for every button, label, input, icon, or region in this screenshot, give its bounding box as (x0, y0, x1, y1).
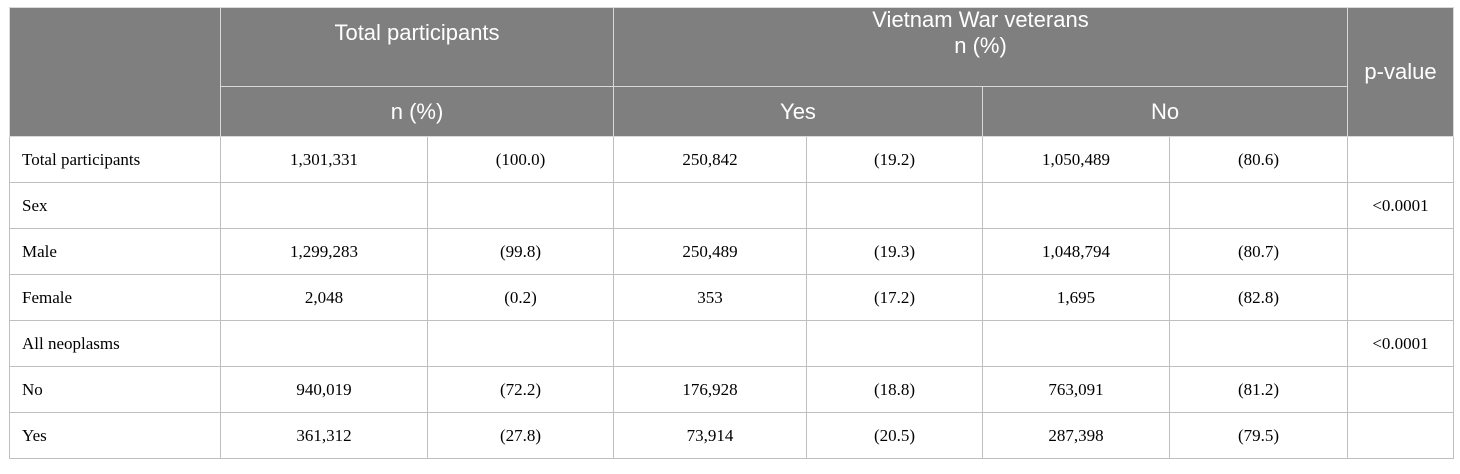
veterans-no-pct-cell: (80.7) (1169, 228, 1348, 275)
veterans-no-n-cell: 763,091 (982, 366, 1170, 413)
veterans-no-pct-cell (1169, 320, 1348, 367)
row-label-cell: Total participants (9, 136, 221, 183)
total-n-cell: 361,312 (220, 412, 428, 459)
table-row: Total participants 1,301,331 (100.0) 250,84… (9, 136, 1454, 183)
header-p-value: p-value (1347, 7, 1454, 137)
row-label-cell: Female (9, 274, 221, 321)
header-vietnam-war-veterans: Vietnam War veterans n (%) (613, 7, 1348, 87)
veterans-no-pct-cell: (82.8) (1169, 274, 1348, 321)
total-pct-cell: (0.2) (427, 274, 614, 321)
total-pct-cell (427, 182, 614, 229)
table-row: Yes 361,312 (27.8) 73,914 (20.5) 287,398 (79.5… (9, 412, 1454, 459)
veterans-no-n-cell: 1,695 (982, 274, 1170, 321)
veterans-yes-n-cell (613, 320, 807, 367)
total-n-cell (220, 182, 428, 229)
veterans-no-pct-cell: (79.5) (1169, 412, 1348, 459)
row-label-cell: Yes (9, 412, 221, 459)
p-value-cell (1347, 136, 1454, 183)
veterans-no-n-cell: 287,398 (982, 412, 1170, 459)
header-no: No (982, 86, 1348, 137)
veterans-yes-n-cell (613, 182, 807, 229)
veterans-yes-pct-cell (806, 320, 983, 367)
veterans-no-n-cell (982, 320, 1170, 367)
p-value-cell: <0.0001 (1347, 320, 1454, 367)
veterans-yes-n-cell: 73,914 (613, 412, 807, 459)
p-value-cell: <0.0001 (1347, 182, 1454, 229)
veterans-no-pct-cell: (81.2) (1169, 366, 1348, 413)
total-n-cell: 2,048 (220, 274, 428, 321)
veterans-no-pct-cell: (80.6) (1169, 136, 1348, 183)
veterans-no-n-cell (982, 182, 1170, 229)
data-table-container: Total participants Vietnam War veterans … (9, 7, 1454, 459)
header-total-participants: Total participants (220, 7, 614, 87)
p-value-cell (1347, 412, 1454, 459)
table-row: Male 1,299,283 (99.8) 250,489 (19.3) 1,048,79… (9, 228, 1454, 275)
row-label-cell: All neoplasms (9, 320, 221, 367)
p-value-cell (1347, 274, 1454, 321)
veterans-no-n-cell: 1,050,489 (982, 136, 1170, 183)
header-n-pct: n (%) (220, 86, 614, 137)
veterans-yes-n-cell: 176,928 (613, 366, 807, 413)
veterans-yes-pct-cell: (18.8) (806, 366, 983, 413)
total-n-cell: 1,301,331 (220, 136, 428, 183)
total-pct-cell (427, 320, 614, 367)
header-veterans-line2: n (%) (954, 33, 1007, 58)
total-pct-cell: (100.0) (427, 136, 614, 183)
header-empty-corner (9, 7, 221, 137)
veterans-yes-n-cell: 250,842 (613, 136, 807, 183)
p-value-cell (1347, 366, 1454, 413)
table-row: Female 2,048 (0.2) 353 (17.2) 1,695 (82.8) (9, 274, 1454, 321)
row-label-cell: No (9, 366, 221, 413)
veterans-yes-n-cell: 353 (613, 274, 807, 321)
total-n-cell: 940,019 (220, 366, 428, 413)
veterans-yes-n-cell: 250,489 (613, 228, 807, 275)
data-table: Total participants Vietnam War veterans … (9, 7, 1454, 459)
header-yes: Yes (613, 86, 983, 137)
veterans-yes-pct-cell: (19.3) (806, 228, 983, 275)
header-total-participants-label: Total participants (334, 20, 500, 45)
table-row: No 940,019 (72.2) 176,928 (18.8) 763,091 (81.2… (9, 366, 1454, 413)
veterans-yes-pct-cell: (20.5) (806, 412, 983, 459)
table-row: Sex <0.0001 (9, 182, 1454, 229)
header-veterans-line1: Vietnam War veterans (872, 7, 1089, 32)
table-header: Total participants Vietnam War veterans … (9, 7, 1454, 137)
veterans-yes-pct-cell (806, 182, 983, 229)
total-pct-cell: (27.8) (427, 412, 614, 459)
veterans-no-pct-cell (1169, 182, 1348, 229)
veterans-yes-pct-cell: (17.2) (806, 274, 983, 321)
total-pct-cell: (72.2) (427, 366, 614, 413)
total-n-cell (220, 320, 428, 367)
row-label-cell: Sex (9, 182, 221, 229)
row-label-cell: Male (9, 228, 221, 275)
veterans-yes-pct-cell: (19.2) (806, 136, 983, 183)
veterans-no-n-cell: 1,048,794 (982, 228, 1170, 275)
p-value-cell (1347, 228, 1454, 275)
total-n-cell: 1,299,283 (220, 228, 428, 275)
total-pct-cell: (99.8) (427, 228, 614, 275)
table-row: All neoplasms <0.0001 (9, 320, 1454, 367)
table-body: Total participants 1,301,331 (100.0) 250,84… (9, 136, 1454, 459)
